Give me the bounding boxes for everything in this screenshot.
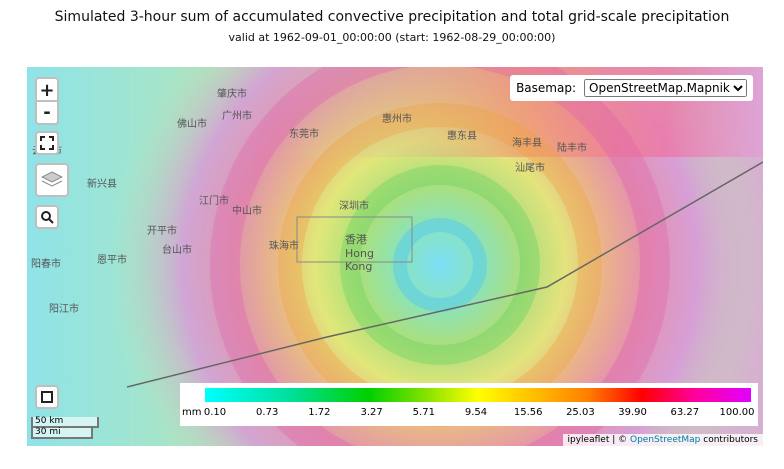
colorbar-label: 39.90 bbox=[618, 407, 647, 418]
draw-icon bbox=[41, 391, 53, 403]
colorbar-unit: mm bbox=[182, 407, 202, 418]
place-label: 香港 Hong Kong bbox=[345, 233, 374, 273]
place-label: 惠州市 bbox=[382, 114, 412, 125]
place-label: 深圳市 bbox=[339, 201, 369, 212]
fullscreen-button[interactable] bbox=[35, 131, 59, 155]
layers-button[interactable] bbox=[35, 163, 69, 197]
draw-button[interactable] bbox=[35, 385, 59, 409]
scale-bar: 50 km 30 mi bbox=[31, 417, 99, 439]
place-label: 陆丰市 bbox=[557, 143, 587, 154]
colorbar-label: 63.27 bbox=[670, 407, 700, 418]
colorbar-label: 9.54 bbox=[464, 407, 488, 418]
fullscreen-icon bbox=[40, 136, 54, 150]
place-label: 海丰县 bbox=[512, 138, 542, 149]
place-label: 东莞市 bbox=[289, 129, 319, 140]
place-label: 新兴县 bbox=[87, 179, 117, 190]
place-label: 恩平市 bbox=[97, 255, 127, 266]
scale-imperial: 30 mi bbox=[31, 428, 93, 439]
place-label: 广州市 bbox=[222, 111, 252, 122]
colorbar-label: 5.71 bbox=[412, 407, 435, 418]
scale-metric: 50 km bbox=[31, 417, 99, 428]
zoom-out[interactable]: - bbox=[35, 100, 59, 125]
map[interactable]: 肇庆市 云浮市 佛山市 广州市 东莞市 惠州市 江门市 中山市 深圳市 香港 H… bbox=[27, 67, 763, 446]
colorbar-label: 15.56 bbox=[513, 407, 543, 418]
basemap-control: Basemap: OpenStreetMap.Mapnik bbox=[510, 75, 753, 101]
attribution-lib[interactable]: ipyleaflet bbox=[567, 435, 610, 445]
place-label: 开平市 bbox=[147, 226, 177, 237]
colorbar-label: 0.10 bbox=[203, 407, 227, 418]
search-button[interactable] bbox=[35, 205, 59, 229]
place-label: 佛山市 bbox=[177, 119, 207, 130]
place-label: 阳春市 bbox=[31, 259, 61, 270]
colorbar: mm 0.10 0.73 1.72 3.27 5.71 9.54 15.56 25.03 39.… bbox=[180, 383, 758, 426]
zoom-in[interactable]: + bbox=[35, 77, 59, 102]
subtitle: valid at 1962-09-01_00:00:00 (start: 196… bbox=[228, 31, 556, 44]
attribution-sep: | © bbox=[612, 435, 628, 445]
colorbar-gradient bbox=[205, 388, 751, 402]
attribution-rest: contributors bbox=[703, 435, 758, 445]
colorbar-label: 3.27 bbox=[360, 407, 383, 418]
colorbar-label: 0.73 bbox=[256, 407, 279, 418]
place-label: 惠东县 bbox=[447, 131, 477, 142]
basemap-select[interactable]: OpenStreetMap.Mapnik bbox=[584, 79, 747, 97]
place-label: 阳江市 bbox=[49, 304, 79, 315]
attribution-link[interactable]: OpenStreetMap bbox=[630, 435, 701, 445]
place-label: 珠海市 bbox=[269, 241, 299, 252]
colorbar-label: 100.00 bbox=[719, 407, 755, 418]
layers-icon bbox=[41, 171, 63, 187]
place-label: 汕尾市 bbox=[515, 163, 545, 174]
place-label: 中山市 bbox=[232, 206, 262, 217]
place-label: 江门市 bbox=[199, 196, 229, 207]
map-layer bbox=[27, 67, 763, 446]
place-label: 台山市 bbox=[162, 245, 192, 256]
title: Simulated 3-hour sum of accumulated conv… bbox=[54, 9, 730, 25]
attribution: ipyleaflet | © OpenStreetMap contributor… bbox=[562, 434, 763, 446]
place-label: 肇庆市 bbox=[217, 89, 247, 100]
colorbar-label: 1.72 bbox=[308, 407, 331, 418]
colorbar-label: 25.03 bbox=[566, 407, 595, 418]
search-icon bbox=[41, 211, 54, 224]
basemap-label: Basemap: bbox=[516, 81, 576, 95]
